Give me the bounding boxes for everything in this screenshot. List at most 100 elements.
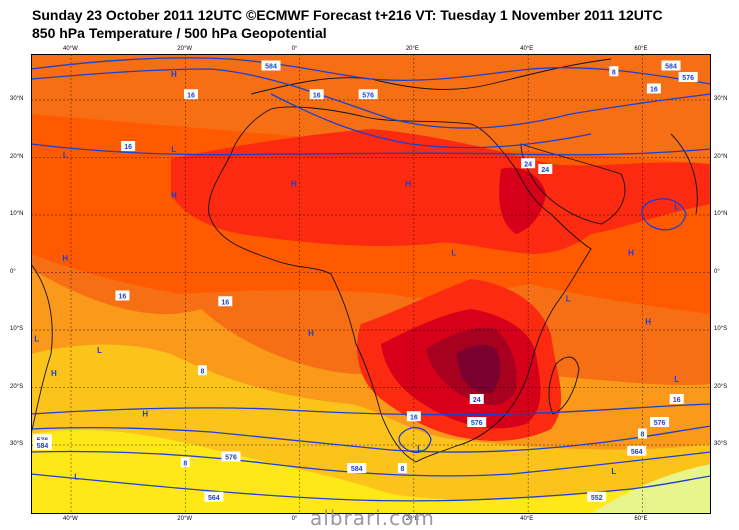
high-pressure-marker: H (291, 179, 297, 188)
lat-tick-label: 20°N (714, 153, 728, 160)
contour-label: 8 (400, 466, 404, 473)
lon-tick-label: 40°E (520, 46, 534, 52)
contour-584-south (31, 403, 711, 416)
contour-label-box (184, 89, 198, 100)
arabia-coastline (520, 143, 626, 225)
temp-band-peak (456, 344, 501, 394)
contour-label-box (637, 428, 647, 439)
contour-label-box (521, 158, 536, 169)
contour-568-north (270, 93, 592, 149)
map-subtitle: 850 hPa Temperature / 500 hPa Geopotenti… (32, 25, 327, 41)
contour-568-south (31, 450, 711, 477)
contour-label: 16 (673, 397, 681, 404)
contour-label-box (309, 89, 324, 100)
low-pressure-marker: L (451, 248, 456, 257)
contour-label: 16 (119, 294, 127, 301)
lat-tick-label: 30°S (714, 441, 728, 447)
lon-tick-label: 40°E (520, 516, 534, 522)
contour-label: 576 (682, 75, 694, 82)
lon-tick-label: 20°E (405, 516, 419, 522)
map-title: Sunday 23 October 2011 12UTC ©ECMWF Fore… (32, 7, 663, 23)
contour-label: 584 (265, 64, 277, 71)
contour-label-box (358, 89, 378, 100)
contour-geo-band (31, 143, 711, 156)
contour-label-box (261, 60, 281, 71)
high-pressure-marker: H (142, 409, 148, 418)
contour-label-box (397, 463, 407, 473)
contour-label: 564 (208, 495, 220, 502)
coastlines (31, 58, 698, 463)
lat-tick-label: 20°S (714, 383, 728, 390)
contour-560-south (31, 473, 711, 502)
europe-coastline (250, 58, 612, 95)
contour-label-box (115, 290, 130, 301)
graticule (31, 54, 711, 514)
contour-label-box (467, 417, 487, 427)
contour-label: 8 (640, 432, 644, 439)
temp-band-hot (171, 129, 711, 254)
high-pressure-marker: H (405, 179, 411, 188)
contour-label: 16 (650, 87, 658, 94)
lat-tick-label: 20°N (10, 153, 24, 160)
geopotential-contours (31, 57, 711, 502)
contour-label: 16 (410, 414, 418, 421)
contour-label-box (406, 411, 421, 422)
lon-tick-label: 20°W (177, 46, 193, 52)
contour-label-layer: 584 576 16 16 8 16 584 576 16 24 24 16 16 8 24 16 16 576 5… (32, 60, 698, 502)
lat-tick-label: 30°S (10, 441, 24, 447)
contour-label: 24 (541, 167, 549, 174)
india-coastline (670, 133, 698, 215)
watermark: albrari.com (310, 506, 435, 530)
lon-tick-label: 40°W (63, 46, 78, 52)
contour-576-south (31, 425, 711, 453)
high-pressure-marker: H (308, 329, 314, 338)
high-pressure-marker: H (645, 317, 651, 326)
map-frame (31, 54, 711, 514)
africa-coastline (208, 106, 592, 463)
contour-label-box (221, 451, 241, 462)
lat-tick-label: 0° (10, 268, 16, 275)
lon-tick-label: 60°E (634, 46, 648, 52)
contour-label: 24 (473, 397, 481, 404)
lat-tick-label: 0° (714, 268, 720, 275)
contour-label: 584 (351, 466, 363, 473)
high-pressure-marker: H (171, 191, 177, 200)
madagascar-coastline (548, 356, 580, 415)
contour-label: 584 (37, 443, 49, 450)
low-pressure-marker: L (611, 467, 616, 476)
lat-tick-label: 10°N (10, 211, 24, 217)
lat-tick-label: 20°S (10, 383, 24, 390)
lon-tick-label: 60°E (634, 516, 648, 522)
low-pressure-marker: L (674, 375, 679, 384)
high-pressure-marker: H (62, 254, 68, 263)
lon-tick-label: 0° (291, 516, 298, 522)
contour-label: 16 (187, 92, 195, 99)
high-pressure-marker: H (628, 248, 634, 257)
lon-tick-label: 20°E (405, 46, 419, 52)
temp-band-cold (591, 464, 711, 514)
lon-tick-label: 20°W (177, 516, 193, 522)
contour-label-box (669, 394, 684, 404)
contour-584-north (31, 57, 711, 85)
contour-576-north (31, 68, 711, 129)
contour-label-box (204, 491, 224, 502)
contour-label: 576 (225, 455, 237, 462)
low-pressure-marker: L (674, 202, 679, 211)
contour-label-box (538, 164, 553, 174)
lon-tick-label: 0° (291, 46, 298, 52)
lat-tick-label: 30°N (714, 96, 728, 102)
low-pressure-marker: L (74, 473, 79, 482)
contour-label: 576 (654, 420, 666, 427)
contour-label-box (197, 365, 207, 376)
temp-band-ethiopia (499, 167, 546, 234)
low-pressure-marker: L (417, 444, 422, 453)
contour-label-box (32, 434, 52, 445)
contour-label-box (121, 141, 136, 151)
contour-label: 576 (471, 420, 483, 427)
contour-label-box (646, 83, 661, 94)
lat-tick-label: 10°S (10, 326, 24, 332)
low-pressure-marker: L (34, 335, 39, 344)
high-pressure-marker: H (171, 70, 177, 79)
contour-label-box (678, 72, 698, 82)
contour-label: 576 (362, 92, 374, 99)
